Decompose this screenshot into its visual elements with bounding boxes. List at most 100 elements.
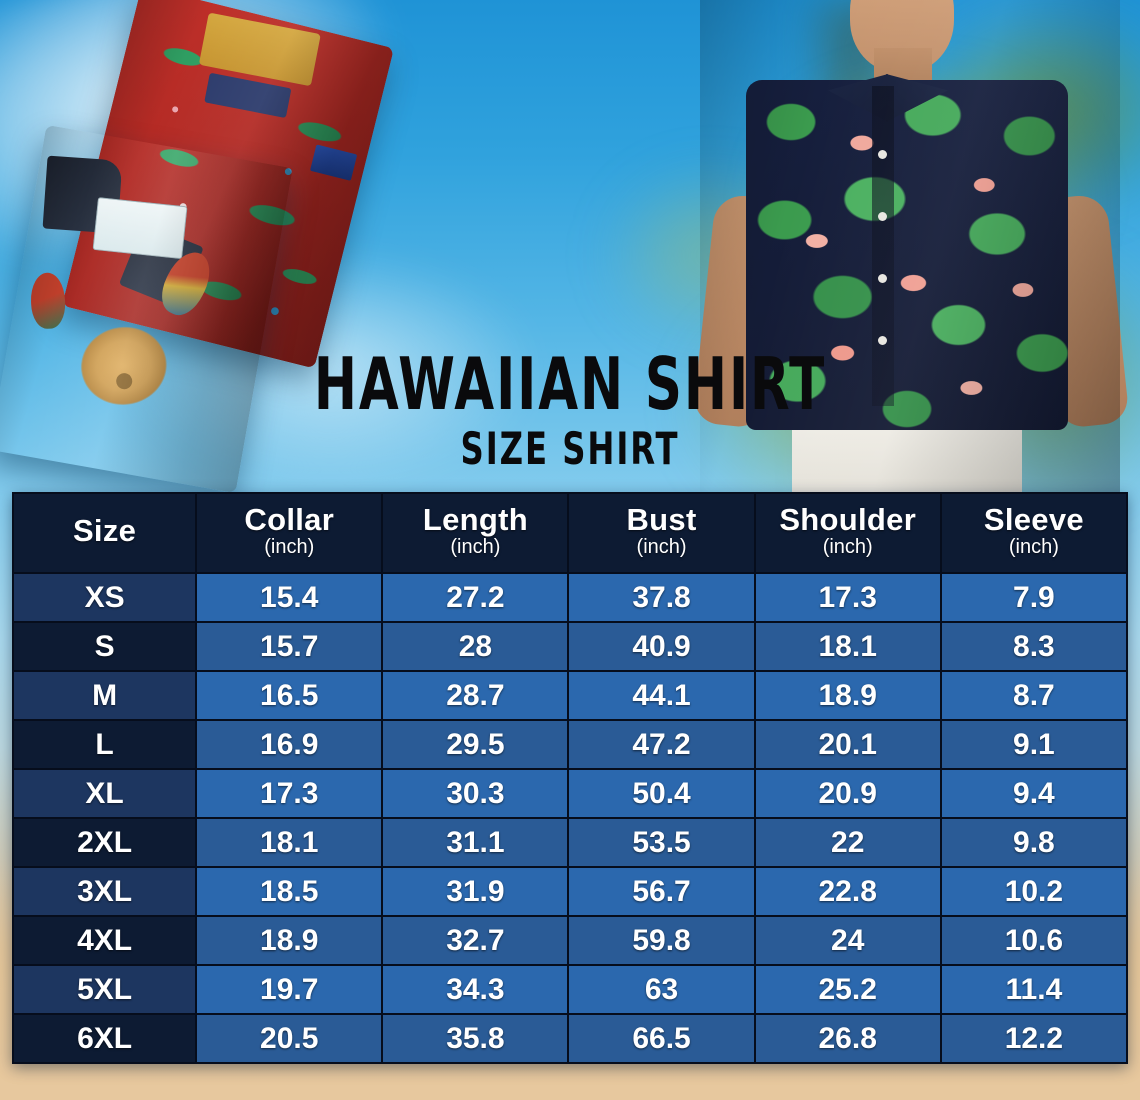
column-header-collar-label: Collar: [244, 502, 335, 538]
column-header-collar: Collar (inch): [195, 492, 384, 574]
shirt-button-4: [878, 336, 887, 345]
column-header-sleeve-label: Sleeve: [983, 502, 1084, 538]
table-body: XS 15.4 27.2 37.8 17.3 7.9 S 15.7 28 40.9 18.1 8.3 M…: [11, 572, 1129, 1064]
title-block: HAWAIIAN SHIRT SIZE SHIRT: [0, 341, 1140, 471]
table-row: 5XL 19.7 34.3 63 25.2 11.4: [11, 964, 1129, 1015]
cell-shoulder: 26.8: [753, 1013, 942, 1064]
cell-collar: 16.9: [195, 719, 384, 770]
table-row: 3XL 18.5 31.9 56.7 22.8 10.2: [11, 866, 1129, 917]
column-header-sleeve-unit: (inch): [1008, 535, 1059, 558]
shirt-button-3: [878, 274, 887, 283]
cell-collar: 15.7: [195, 621, 384, 672]
cell-sleeve: 7.9: [939, 572, 1129, 623]
size-chart-table-container: Size Collar (inch) Length (inch) Bust (i…: [11, 492, 1129, 1064]
model-shirt-placket: [872, 86, 894, 406]
cell-shoulder: 18.9: [753, 670, 942, 721]
cell-bust: 37.8: [567, 572, 756, 623]
column-header-size-label: Size: [72, 513, 137, 548]
cell-bust: 53.5: [567, 817, 756, 868]
table-row: S 15.7 28 40.9 18.1 8.3: [11, 621, 1129, 672]
column-header-shoulder-unit: (inch): [822, 535, 873, 558]
cell-sleeve: 9.8: [939, 817, 1129, 868]
cell-shoulder: 18.1: [753, 621, 942, 672]
cell-size: XL: [11, 768, 198, 819]
table-header-row: Size Collar (inch) Length (inch) Bust (i…: [11, 492, 1129, 574]
cell-size: XS: [11, 572, 198, 623]
cell-length: 28.7: [381, 670, 570, 721]
cell-shoulder: 22.8: [753, 866, 942, 917]
cell-shoulder: 20.9: [753, 768, 942, 819]
model-hawaiian-shirt: [746, 80, 1068, 430]
cell-bust: 47.2: [567, 719, 756, 770]
column-header-shoulder: Shoulder (inch): [753, 492, 942, 574]
cell-shoulder: 24: [753, 915, 942, 966]
cell-bust: 66.5: [567, 1013, 756, 1064]
column-header-bust-label: Bust: [626, 502, 697, 538]
shirt-button-1: [878, 150, 887, 159]
cell-bust: 59.8: [567, 915, 756, 966]
cell-collar: 18.9: [195, 915, 384, 966]
cell-sleeve: 10.6: [939, 915, 1129, 966]
cell-length: 35.8: [381, 1013, 570, 1064]
cell-sleeve: 8.3: [939, 621, 1129, 672]
column-header-collar-unit: (inch): [264, 535, 315, 558]
cell-sleeve: 9.4: [939, 768, 1129, 819]
cell-length: 28: [381, 621, 570, 672]
table-header: Size Collar (inch) Length (inch) Bust (i…: [11, 492, 1129, 574]
cell-shoulder: 20.1: [753, 719, 942, 770]
cell-bust: 44.1: [567, 670, 756, 721]
column-header-bust-unit: (inch): [636, 535, 687, 558]
cell-sleeve: 8.7: [939, 670, 1129, 721]
shirt-button-2: [878, 212, 887, 221]
cell-bust: 50.4: [567, 768, 756, 819]
column-header-length: Length (inch): [381, 492, 570, 574]
table-row: M 16.5 28.7 44.1 18.9 8.7: [11, 670, 1129, 721]
cell-length: 34.3: [381, 964, 570, 1015]
cell-length: 27.2: [381, 572, 570, 623]
column-header-size: Size: [11, 492, 198, 574]
cell-length: 31.9: [381, 866, 570, 917]
cell-size: 5XL: [11, 964, 198, 1015]
page-subtitle: SIZE SHIRT: [460, 423, 680, 475]
cell-collar: 16.5: [195, 670, 384, 721]
cell-length: 30.3: [381, 768, 570, 819]
cell-length: 32.7: [381, 915, 570, 966]
cell-collar: 18.5: [195, 866, 384, 917]
cell-collar: 15.4: [195, 572, 384, 623]
cell-shoulder: 22: [753, 817, 942, 868]
column-header-bust: Bust (inch): [567, 492, 756, 574]
table-row: 4XL 18.9 32.7 59.8 24 10.6: [11, 915, 1129, 966]
cell-size: L: [11, 719, 198, 770]
column-header-length-label: Length: [422, 502, 528, 538]
cell-collar: 19.7: [195, 964, 384, 1015]
table-row: XS 15.4 27.2 37.8 17.3 7.9: [11, 572, 1129, 623]
cell-size: 6XL: [11, 1013, 198, 1064]
cell-length: 29.5: [381, 719, 570, 770]
cell-size: S: [11, 621, 198, 672]
cell-collar: 18.1: [195, 817, 384, 868]
column-header-shoulder-label: Shoulder: [779, 502, 917, 538]
cell-size: M: [11, 670, 198, 721]
cell-sleeve: 11.4: [939, 964, 1129, 1015]
cell-shoulder: 25.2: [753, 964, 942, 1015]
cell-shoulder: 17.3: [753, 572, 942, 623]
page-title: HAWAIIAN SHIRT: [313, 341, 827, 427]
cell-size: 4XL: [11, 915, 198, 966]
cell-collar: 20.5: [195, 1013, 384, 1064]
cell-size: 3XL: [11, 866, 198, 917]
column-header-length-unit: (inch): [450, 535, 501, 558]
table-row: XL 17.3 30.3 50.4 20.9 9.4: [11, 768, 1129, 819]
cell-size: 2XL: [11, 817, 198, 868]
cell-bust: 40.9: [567, 621, 756, 672]
column-header-sleeve: Sleeve (inch): [939, 492, 1129, 574]
cell-length: 31.1: [381, 817, 570, 868]
cell-collar: 17.3: [195, 768, 384, 819]
size-chart-table: Size Collar (inch) Length (inch) Bust (i…: [11, 492, 1129, 1064]
table-row: L 16.9 29.5 47.2 20.1 9.1: [11, 719, 1129, 770]
cell-sleeve: 9.1: [939, 719, 1129, 770]
table-row: 2XL 18.1 31.1 53.5 22 9.8: [11, 817, 1129, 868]
cell-sleeve: 12.2: [939, 1013, 1129, 1064]
cell-bust: 63: [567, 964, 756, 1015]
cell-sleeve: 10.2: [939, 866, 1129, 917]
